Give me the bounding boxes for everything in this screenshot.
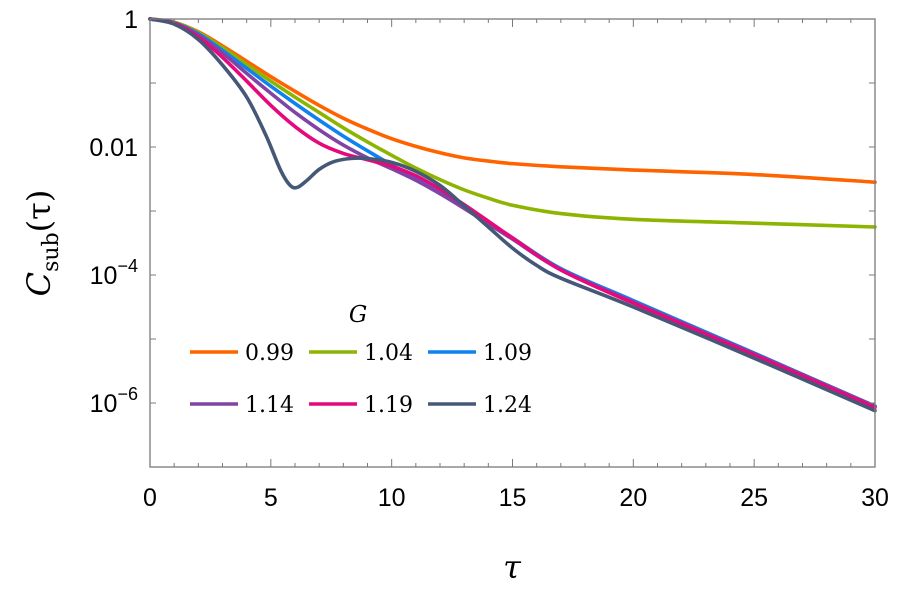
legend: G 0.99 1.04 1.09 1.14 1.19 1.24 <box>190 302 532 418</box>
y-tick-label: 10−6 <box>90 384 138 418</box>
x-axis-tick-labels: 0 5 10 15 20 25 30 <box>143 484 889 512</box>
y-tick-label: 1 <box>124 6 138 34</box>
x-axis-label: τ <box>503 548 522 586</box>
y-axis-ticks <box>150 18 875 468</box>
y-axis-label-sub: sub <box>39 232 64 272</box>
legend-label-1.04: 1.04 <box>364 341 413 366</box>
series-curve-1.24 <box>148 17 877 413</box>
plot-curves <box>148 17 877 413</box>
series-curve-1.04 <box>148 17 877 229</box>
x-tick-label: 5 <box>264 484 278 512</box>
x-tick-label: 10 <box>378 484 406 512</box>
legend-title: G <box>349 302 367 328</box>
series-curve-1.19 <box>148 17 877 410</box>
series-curve-0.99 <box>148 17 877 184</box>
legend-label-1.09: 1.09 <box>483 341 532 366</box>
y-axis-label-main: C <box>20 272 58 296</box>
y-tick-label: 10−4 <box>90 256 138 290</box>
x-axis-ticks <box>149 19 876 467</box>
y-axis-label-arg: (τ) <box>20 190 58 233</box>
y-tick-label: 0.01 <box>89 134 138 162</box>
x-tick-label: 25 <box>740 484 768 512</box>
x-tick-label: 0 <box>143 484 157 512</box>
legend-label-0.99: 0.99 <box>245 341 294 366</box>
legend-label-1.19: 1.19 <box>364 393 413 418</box>
legend-label-1.14: 1.14 <box>245 393 294 418</box>
svg-text:Csub(τ): Csub(τ) <box>20 190 64 297</box>
x-tick-label: 30 <box>861 484 889 512</box>
x-tick-label: 15 <box>499 484 527 512</box>
x-tick-label: 20 <box>619 484 647 512</box>
legend-label-1.24: 1.24 <box>483 393 532 418</box>
y-axis-label: Csub(τ) <box>20 190 64 297</box>
y-axis-tick-labels: 1 0.01 10−4 10−6 <box>89 6 138 418</box>
